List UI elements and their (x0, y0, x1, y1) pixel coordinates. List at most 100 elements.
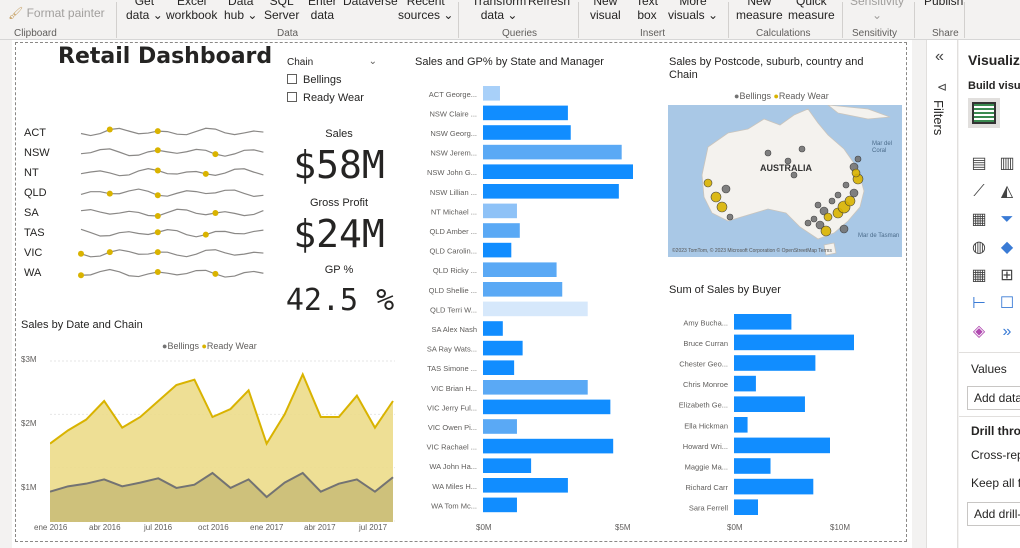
bar (734, 437, 830, 454)
filters-label: Filters (931, 100, 946, 136)
transform-data-button[interactable]: Transform data ⌄ (472, 0, 527, 22)
checkbox[interactable] (287, 74, 297, 84)
chain-slicer[interactable]: Chain ⌄ Bellings Ready Wear (287, 56, 379, 104)
bar (483, 144, 622, 160)
more-visuals-button[interactable]: More visuals ⌄ (668, 0, 719, 22)
ribbon: 🖌 Format painter Clipboard Get data ⌄ Exc… (0, 0, 1020, 40)
map-icon[interactable]: ◍ (972, 239, 986, 256)
matrix-icon[interactable]: ⊞ (1000, 267, 1014, 284)
new-visual-button[interactable]: New visual (590, 0, 621, 22)
sparkline (80, 228, 264, 238)
sparkline-marker (106, 126, 113, 133)
x-tick: abr 2017 (304, 523, 336, 532)
map-point (790, 171, 798, 179)
get-data-button[interactable]: Get data ⌄ (126, 0, 163, 22)
ribbon-chart-icon[interactable]: ▦ (971, 211, 987, 228)
stacked-bar-icon[interactable]: ▤ (971, 155, 987, 172)
australia-landmass (701, 108, 865, 240)
bar (734, 355, 816, 371)
map-point (823, 212, 833, 222)
checkbox[interactable] (287, 92, 297, 102)
bar (483, 360, 515, 375)
sparkline (80, 268, 264, 278)
decomposition-tree-icon[interactable]: ⊢ (972, 295, 986, 312)
map-attribution: ©2023 TomTom, © 2023 Microsoft Corporati… (672, 248, 832, 254)
collapse-chevron-icon[interactable]: « (935, 48, 944, 65)
legend-dot: ● (773, 91, 779, 101)
bar-label: Ella Hickman (684, 421, 728, 430)
map-point (764, 149, 772, 157)
sparkline-marker (202, 170, 209, 177)
bar (483, 458, 532, 473)
recent-sources-button[interactable]: Recent sources ⌄ (398, 0, 454, 22)
data-hub-button[interactable]: Data hub ⌄ (224, 0, 258, 22)
text-box-button[interactable]: Text box (636, 0, 659, 22)
divider (116, 2, 117, 38)
dataverse-button[interactable]: Dataverse (343, 0, 398, 8)
sparkline (80, 168, 264, 177)
sparkline-label: WA (24, 267, 42, 279)
group-data: Data (277, 28, 299, 39)
area-chart-title: Sales by Date and Chain (21, 319, 143, 331)
y-tick: $1M (21, 483, 37, 492)
sensitivity-button[interactable]: Sensitivity ⌄ (850, 0, 905, 22)
map-point (849, 188, 859, 198)
x-tick: oct 2016 (198, 523, 229, 532)
filters-pane[interactable]: « ⊲ Filters (926, 40, 958, 548)
bar-label: Amy Bucha... (683, 318, 728, 327)
area-chart[interactable] (50, 360, 395, 522)
sql-server-button[interactable]: SQL Server (264, 0, 300, 22)
slicer-option-bellings[interactable]: Bellings (287, 74, 379, 86)
line-ready-wear (50, 371, 394, 447)
bar-label: VIC Jerry Ful... (427, 403, 477, 412)
divider (959, 416, 1020, 417)
bar-label: NT Michael ... (431, 207, 477, 216)
enter-data-button[interactable]: Enter data (308, 0, 337, 22)
qa-icon[interactable]: ☐ (999, 295, 1015, 312)
bar-label: WA Miles H... (432, 482, 477, 491)
area-chart-icon[interactable]: ◭ (1000, 183, 1014, 200)
sparkline-labels: ACT NSW NT QLD SA TAS VIC WA (24, 123, 74, 283)
publish-button[interactable]: Publish (924, 0, 964, 8)
new-measure-button[interactable]: New measure (736, 0, 783, 22)
state-sparklines[interactable] (76, 120, 270, 285)
filled-map-icon[interactable]: ◆ (1000, 239, 1014, 256)
sparkline-marker (154, 212, 161, 219)
map-point (703, 178, 713, 188)
buyer-bar-chart[interactable]: Amy Bucha... Bruce Curran Chester Geo... Ch… (664, 308, 864, 520)
power-automate-icon[interactable]: » (1002, 323, 1012, 340)
bar-label: QLD Terri W... (430, 305, 477, 314)
y-tick: $2M (21, 419, 37, 428)
bar (483, 242, 512, 258)
bar-label: Howard Wri... (683, 442, 728, 451)
map-point (804, 219, 812, 227)
bar-label: QLD Shellie ... (429, 286, 477, 295)
refresh-button[interactable]: Refresh (528, 0, 571, 8)
add-data-field[interactable]: Add data (967, 386, 1020, 410)
sparkline-marker (106, 190, 113, 197)
bar (483, 125, 571, 140)
add-drill-field[interactable]: Add drill- (967, 502, 1020, 526)
keep-filters-label: Keep all f (971, 476, 1020, 490)
map-visual[interactable]: AUSTRALIA Mar del Coral Mar de Tasman ©2… (668, 105, 902, 257)
gp-percent-label: GP % (324, 264, 354, 276)
bar-label: VIC Rachael ... (427, 443, 477, 452)
line-chart-icon[interactable]: ⟋ (973, 183, 985, 200)
bar (734, 458, 771, 474)
funnel-icon[interactable]: ⏷ (1000, 211, 1014, 228)
legend-dot: ● (201, 341, 207, 351)
slicer-option-ready-wear[interactable]: Ready Wear (287, 92, 379, 104)
build-visual-tab[interactable] (968, 98, 1000, 128)
state-manager-bar-chart[interactable]: ACT George... NSW Claire ... NSW Georg... N… (410, 80, 642, 520)
format-painter-button[interactable]: 🖌 Format painter (8, 6, 105, 20)
quick-measure-button[interactable]: Quick measure (788, 0, 835, 22)
power-apps-icon[interactable]: ◈ (972, 323, 986, 340)
table-icon[interactable]: ▦ (971, 267, 987, 284)
chevron-down-icon[interactable]: ⌄ (368, 56, 377, 67)
bar (734, 396, 805, 412)
sparkline-label: ACT (24, 127, 46, 139)
excel-workbook-button[interactable]: Excel workbook (166, 0, 218, 22)
cross-report-label: Cross-rep (971, 448, 1020, 462)
clustered-column-icon[interactable]: ▥ (999, 155, 1015, 172)
sparkline-marker (106, 249, 113, 256)
